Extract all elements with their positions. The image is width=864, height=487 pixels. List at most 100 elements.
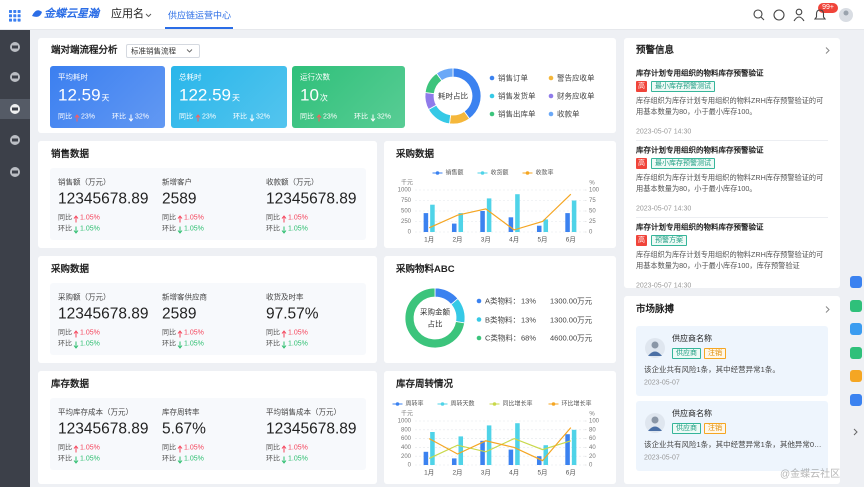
- top-bar: [0, 0, 864, 30]
- level-tag: 高: [636, 81, 647, 92]
- metric-yoy-label: 同比: [58, 444, 72, 452]
- supplier-tag: 供应商: [672, 423, 701, 434]
- badge-text: 99+: [822, 4, 834, 11]
- kpi-yoy: 23%: [323, 113, 338, 121]
- abc-share: 13%: [521, 314, 537, 324]
- float-tool[interactable]: [850, 276, 862, 288]
- warning-tag: 最小库存预警测试: [651, 81, 715, 92]
- warning-desc: 库存组织为库存计划专用组织的物料ZRH库存预警验证的可用基本数量为80，小于最小…: [636, 250, 824, 270]
- metric-yoy-label: 同比: [162, 444, 176, 452]
- metric-label: 库存周转率: [162, 407, 200, 417]
- metric-mom: 1.05%: [80, 225, 100, 233]
- kpi-yoy-label: 同比: [300, 113, 314, 121]
- market-card: [636, 326, 828, 396]
- float-tool[interactable]: [850, 393, 862, 406]
- watermark: @金蝶云社区: [780, 468, 841, 480]
- metric-box: [50, 398, 366, 470]
- metric-value: 2589: [162, 305, 197, 323]
- metric-mom: 1.05%: [80, 455, 100, 463]
- metric-yoy: 1.05%: [288, 214, 308, 222]
- abc-amount: 1300.00万元: [550, 314, 593, 324]
- metric-box: [50, 168, 366, 240]
- metric-label: 新增客户: [162, 177, 192, 187]
- kpi-card: [171, 66, 287, 128]
- kpi-unit: 天: [232, 93, 240, 103]
- market-card: [636, 401, 828, 471]
- float-tool[interactable]: [850, 370, 862, 382]
- warning-time: 2023-05-07 14:30: [636, 282, 692, 290]
- warning-title: 库存计划专用组织的物料库存预警验证: [636, 68, 764, 78]
- tab[interactable]: 供应链运营中心: [168, 10, 232, 21]
- metric-yoy-label: 同比: [58, 329, 72, 337]
- kpi-mom: 32%: [135, 113, 150, 121]
- abc-name: B类物料：: [485, 314, 521, 324]
- kpi-label: 总耗时: [179, 72, 202, 82]
- metric-label: 采购额（万元）: [58, 292, 111, 302]
- warning-title: 库存计划专用组织的物料库存预警验证: [636, 145, 764, 155]
- metric-yoy: 1.05%: [80, 444, 100, 452]
- metric-mom-label: 环比: [266, 455, 280, 463]
- panel-title: 预警信息: [636, 45, 675, 57]
- legend-label: 警告应收单: [557, 73, 595, 83]
- status-tag: 注销: [704, 348, 726, 359]
- donut-center-line: 采购金额: [420, 307, 450, 317]
- metric-label: 新增客供应商: [162, 292, 207, 302]
- level-tag: 高: [636, 235, 647, 246]
- donut-center-line: 占比: [427, 319, 443, 329]
- metric-mom: 1.05%: [80, 340, 100, 348]
- metric-mom: 1.05%: [288, 225, 308, 233]
- select[interactable]: [126, 44, 200, 58]
- float-tool[interactable]: [850, 323, 862, 335]
- metric-label: 平均库存成本（万元）: [58, 407, 133, 417]
- metric-yoy: 1.05%: [80, 329, 100, 337]
- kpi-mom: 32%: [377, 113, 392, 121]
- metric-mom-label: 环比: [162, 340, 176, 348]
- metric-mom-label: 环比: [58, 455, 72, 463]
- metric-box: [50, 283, 366, 355]
- panel-title: 端对端流程分析: [51, 45, 118, 57]
- metric-mom: 1.05%: [184, 225, 204, 233]
- select-text: 标准销售流程: [131, 46, 176, 56]
- kpi-card: [50, 66, 165, 128]
- supplier-tag: 供应商: [672, 348, 701, 359]
- legend-label: 销售发货单: [498, 91, 536, 101]
- kpi-value: 122.59天: [179, 85, 240, 105]
- abc-amount: 1300.00万元: [550, 296, 593, 306]
- abc-share: 68%: [521, 333, 537, 343]
- metric-value: 12345678.89: [266, 420, 357, 438]
- side-item-active: [0, 99, 30, 119]
- panel-title: 采购数据: [396, 149, 435, 161]
- float-tool[interactable]: [850, 346, 862, 359]
- warning-tag: 最小库存预警测试: [651, 158, 715, 169]
- metric-yoy-label: 同比: [266, 444, 280, 452]
- kpi-label: 平均耗时: [58, 72, 88, 82]
- metric-label: 销售额（万元）: [58, 177, 111, 187]
- panel-title: 库存周转情况: [396, 379, 454, 391]
- metric-mom-label: 环比: [266, 225, 280, 233]
- metric-mom-label: 环比: [58, 225, 72, 233]
- metric-yoy-label: 同比: [58, 214, 72, 222]
- badge: [818, 3, 838, 13]
- float-chevron: [853, 428, 858, 436]
- metric-value: 97.57%: [266, 305, 319, 323]
- status-tag: 注销: [704, 423, 726, 434]
- separator: [636, 140, 828, 141]
- abc-name: C类物料：: [485, 333, 521, 343]
- metric-yoy: 1.05%: [80, 214, 100, 222]
- warning-time: 2023-05-07 14:30: [636, 205, 692, 213]
- donut-center: 耗时占比: [438, 91, 468, 101]
- metric-yoy: 1.05%: [288, 329, 308, 337]
- metric-yoy-label: 同比: [162, 329, 176, 337]
- metric-value: 5.67%: [162, 420, 206, 438]
- kpi-yoy-label: 同比: [179, 113, 193, 121]
- panel-title: 采购数据: [51, 264, 90, 276]
- metric-yoy-label: 同比: [266, 214, 280, 222]
- kpi-yoy: 23%: [202, 113, 217, 121]
- metric-value: 2589: [162, 190, 197, 208]
- warning-desc: 库存组织为库存计划专用组织的物料ZRH库存预警验证的可用基本数量为80，小于最小…: [636, 173, 824, 193]
- float-tool[interactable]: [850, 299, 862, 312]
- legend-label: 销售出库单: [498, 109, 536, 119]
- panel-title: 采购物料ABC: [396, 264, 455, 276]
- metric-yoy-label: 同比: [162, 214, 176, 222]
